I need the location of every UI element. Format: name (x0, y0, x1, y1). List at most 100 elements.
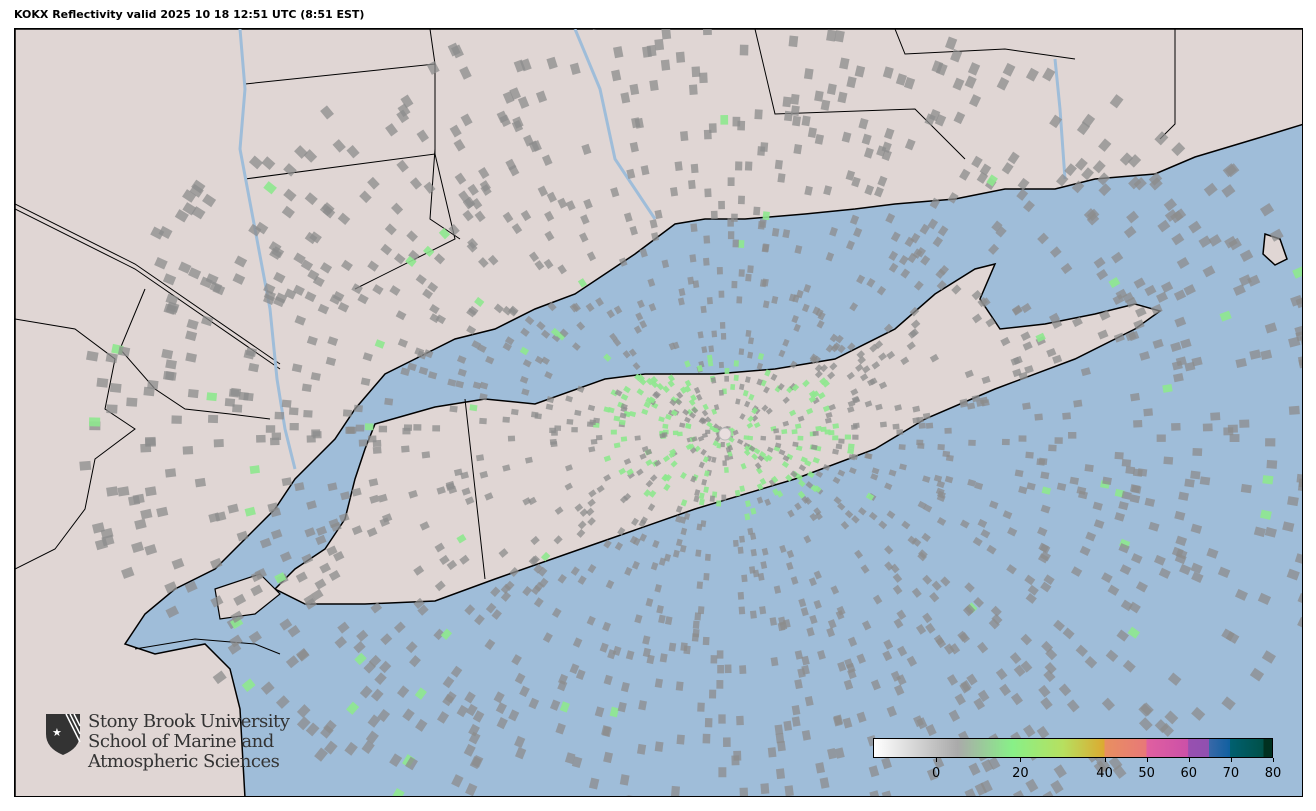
radar-echo-gate (454, 172, 467, 185)
radar-echo-gate (933, 634, 945, 646)
radar-echo-gate (827, 371, 836, 380)
radar-echo-gate (718, 767, 727, 778)
radar-echo-gate (419, 521, 430, 531)
radar-echo-gate (828, 430, 835, 436)
radar-echo-gate (761, 404, 769, 412)
radar-echo-gate (553, 535, 563, 545)
radar-echo-gate (703, 470, 710, 477)
radar-echo-gate (636, 299, 645, 309)
radar-echo-gate (825, 411, 833, 419)
radar-echo-gate (1062, 412, 1072, 420)
radar-echo-gate (745, 273, 752, 282)
radar-map[interactable] (14, 28, 1303, 797)
radar-echo-gate (581, 143, 592, 155)
radar-echo-gate (594, 706, 605, 718)
radar-echo-gate (724, 664, 732, 674)
radar-echo-gate (502, 305, 513, 316)
radar-echo-gate (782, 96, 792, 108)
radar-echo-gate (794, 679, 803, 690)
radar-echo-gate (752, 569, 760, 578)
radar-echo-gate (709, 689, 717, 699)
radar-echo-gate (774, 724, 784, 735)
radar-echo-gate (867, 378, 876, 387)
radar-echo-gate (790, 105, 800, 117)
radar-echo-gate (422, 288, 434, 300)
radar-echo-gate (656, 604, 664, 614)
radar-echo-gate (716, 680, 724, 689)
radar-echo-gate (1036, 725, 1050, 740)
radar-echo-gate (524, 315, 535, 326)
radar-echo-gate (409, 177, 423, 190)
radar-echo-gate (803, 68, 814, 80)
colorbar-tick-mark (1273, 758, 1274, 762)
radar-echo-gate (842, 717, 853, 729)
radar-echo-gate (613, 415, 621, 422)
radar-echo-gate (550, 327, 561, 337)
radar-echo-gate (779, 544, 787, 554)
radar-echo-gate (716, 650, 724, 659)
radar-echo-gate (1202, 423, 1213, 432)
radar-echo-gate (739, 535, 745, 543)
radar-echo-gate (793, 143, 803, 155)
radar-echo-gate (667, 379, 675, 388)
radar-echo-gate (613, 442, 621, 449)
radar-echo-gate (837, 661, 847, 672)
radar-echo-gate (966, 673, 978, 686)
radar-echo-gate (804, 185, 813, 196)
radar-echo-gate (1040, 697, 1053, 710)
radar-echo-gate (1164, 710, 1179, 725)
radar-echo-gate (464, 496, 475, 505)
radar-echo-gate (304, 291, 317, 303)
radar-echo-gate (484, 492, 494, 501)
radar-echo-gate (456, 355, 467, 364)
radar-echo-gate (815, 470, 824, 478)
radar-echo-gate (660, 59, 671, 71)
radar-echo-gate (1022, 341, 1033, 351)
radar-echo-gate (1018, 435, 1027, 442)
radar-echo-gate (372, 284, 384, 295)
radar-echo-gate (981, 759, 994, 773)
radar-echo-gate (702, 29, 712, 36)
radar-echo-gate (858, 507, 867, 516)
radar-echo-gate (847, 448, 855, 455)
radar-echo-gate (717, 664, 724, 674)
radar-echo-gate (1111, 251, 1124, 264)
radar-echo-gate (475, 454, 485, 462)
radar-echo-gate (704, 416, 712, 424)
radar-echo-gate (319, 562, 332, 574)
radar-echo-gate (690, 163, 699, 174)
radar-echo-gate (505, 158, 517, 171)
radar-echo-gate (662, 455, 671, 463)
radar-echo-gate (986, 544, 997, 555)
radar-echo-gate (740, 462, 747, 470)
radar-echo-gate (263, 181, 277, 195)
radar-echo-gate (255, 221, 269, 235)
radar-echo-gate (798, 598, 807, 608)
radar-echo-gate (619, 774, 630, 786)
radar-echo-gate (619, 495, 629, 504)
radar-echo-gate (340, 491, 351, 501)
radar-echo-gate (1176, 256, 1190, 269)
radar-echo-gate (234, 255, 248, 268)
radar-echo-gate (777, 740, 786, 752)
radar-echo-gate (469, 404, 478, 412)
radar-echo-gate (202, 193, 217, 208)
radar-echo-gate (315, 534, 327, 546)
radar-echo-gate (1037, 526, 1048, 537)
radar-echo-gate (1066, 699, 1080, 713)
radar-echo-gate (408, 249, 420, 262)
radar-echo-gate (534, 260, 545, 271)
radar-echo-gate (511, 654, 522, 666)
radar-echo-gate (988, 618, 1000, 630)
radar-echo-gate (337, 212, 351, 225)
radar-echo-gate (856, 653, 866, 664)
radar-echo-gate (1240, 483, 1252, 494)
radar-echo-gate (1130, 392, 1140, 402)
radar-echo-gate (200, 315, 214, 327)
radar-echo-gate (337, 301, 350, 313)
radar-echo-gate (937, 444, 945, 451)
radar-echo-gate (739, 413, 746, 420)
colorbar-tick-mark (936, 758, 938, 762)
radar-echo-gate (514, 672, 526, 685)
radar-echo-gate (718, 361, 724, 369)
